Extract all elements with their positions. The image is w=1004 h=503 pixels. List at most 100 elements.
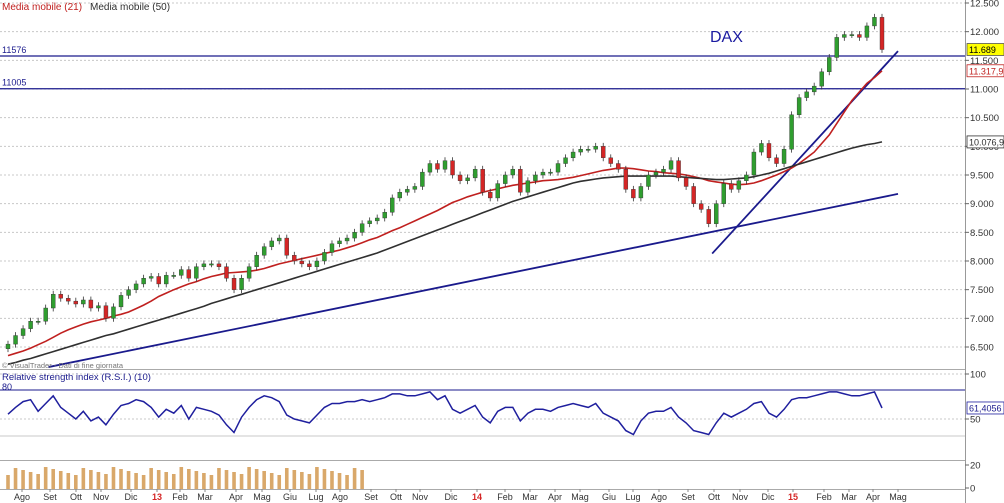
candle: [156, 276, 161, 285]
candle: [811, 85, 817, 93]
volume-bar: [202, 473, 206, 489]
level-label: 11576: [2, 45, 26, 55]
price-badge-label: 10.076,9: [969, 137, 1004, 147]
candle: [367, 220, 372, 224]
volume-bar: [232, 472, 236, 489]
candle: [706, 209, 711, 224]
month-label: Feb: [172, 492, 188, 502]
candlesticks: [5, 13, 885, 353]
candle: [133, 283, 139, 290]
price-badge-label: 11.689: [969, 45, 996, 55]
volume-bar: [81, 468, 86, 489]
candle: [269, 240, 274, 247]
candle: [261, 246, 267, 256]
candle: [533, 174, 538, 181]
candle: [849, 34, 855, 36]
month-label: Ott: [390, 492, 403, 502]
month-label: Ott: [70, 492, 83, 502]
rsi-badge-label: 61,4056: [969, 403, 1002, 413]
volume-bar: [119, 469, 123, 489]
price-tick-label: 8.500: [970, 228, 994, 239]
volume-bar: [156, 470, 161, 489]
candle: [578, 148, 583, 153]
month-label: 15: [788, 492, 798, 502]
volume-bar: [149, 468, 153, 489]
price-badges: 11.689 11.317,9 10.076,9 61,4056: [966, 43, 1004, 415]
candle: [194, 266, 199, 279]
candle: [171, 275, 176, 277]
month-label: Apr: [866, 492, 880, 502]
price-tick-label: 7.000: [970, 314, 994, 325]
price-tick-label: 11.000: [970, 85, 998, 96]
candle: [118, 295, 124, 308]
candle: [141, 278, 146, 285]
volume-bar: [300, 472, 304, 489]
candle: [314, 260, 320, 267]
candle: [126, 289, 131, 296]
candle: [585, 148, 591, 151]
candle: [736, 180, 742, 190]
candle: [435, 163, 440, 170]
candle: [525, 180, 531, 193]
volume-bar: [209, 475, 214, 489]
rsi-level-80-label: 80: [2, 382, 12, 392]
volume-bar: [254, 469, 259, 489]
candle: [623, 169, 629, 190]
candle: [277, 237, 282, 242]
volume-bar: [262, 471, 266, 489]
candle: [307, 263, 312, 267]
candle: [111, 306, 116, 319]
volume-bar: [217, 468, 221, 489]
month-label: Dic: [762, 492, 775, 502]
candle: [503, 174, 508, 184]
candle: [299, 260, 305, 265]
candle: [148, 276, 154, 279]
candle: [66, 298, 71, 302]
candle: [668, 160, 674, 170]
chart-title: DAX: [710, 29, 743, 46]
rsi-badge: [966, 401, 1004, 415]
volume-bar: [224, 470, 229, 489]
volume-bar: [352, 468, 357, 489]
volume-tick-label: 20: [970, 461, 981, 472]
candle: [766, 143, 772, 158]
month-label: Mag: [253, 492, 271, 502]
volume-bar: [134, 473, 138, 489]
candle: [359, 223, 365, 233]
price-tick-label: 7.500: [970, 285, 994, 296]
candle: [638, 186, 644, 199]
volume-bar: [277, 475, 282, 489]
month-label: Apr: [548, 492, 562, 502]
candle: [88, 299, 94, 309]
candle: [819, 71, 824, 87]
volume-bar: [345, 475, 349, 489]
month-label: Ago: [14, 492, 30, 502]
volume-bar: [284, 468, 289, 489]
volume-bar: [89, 470, 93, 489]
candle: [224, 266, 229, 279]
ma21-line: [7, 70, 883, 357]
volume-bar: [337, 473, 342, 489]
price-badge: [966, 64, 1004, 78]
volume-bar: [187, 469, 191, 489]
price-tick-label: 9.000: [970, 199, 994, 210]
candle: [186, 269, 192, 279]
volume-bar: [126, 471, 131, 489]
candle: [563, 157, 568, 164]
month-label: Set: [43, 492, 57, 502]
month-label: 13: [152, 492, 162, 502]
volume-bar: [292, 470, 297, 489]
candle: [729, 183, 734, 190]
candle: [653, 171, 659, 176]
candle: [20, 328, 26, 336]
candle: [397, 191, 402, 199]
volume-bar: [315, 467, 319, 489]
price-tick-label: 9.500: [970, 171, 994, 182]
candle: [103, 305, 109, 319]
month-label: Mag: [889, 492, 907, 502]
candle: [35, 321, 41, 323]
candle: [329, 243, 335, 253]
candle: [759, 143, 764, 153]
candle: [412, 186, 418, 190]
